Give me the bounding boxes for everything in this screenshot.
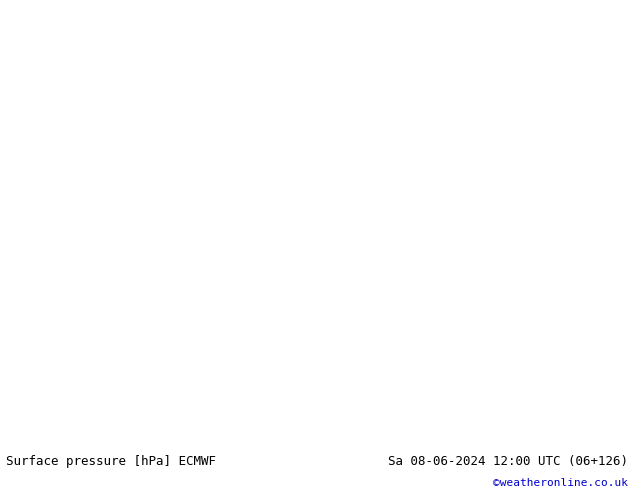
Text: ©weatheronline.co.uk: ©weatheronline.co.uk bbox=[493, 478, 628, 489]
Text: Surface pressure [hPa] ECMWF: Surface pressure [hPa] ECMWF bbox=[6, 455, 216, 468]
Text: Sa 08-06-2024 12:00 UTC (06+126): Sa 08-06-2024 12:00 UTC (06+126) bbox=[387, 455, 628, 468]
